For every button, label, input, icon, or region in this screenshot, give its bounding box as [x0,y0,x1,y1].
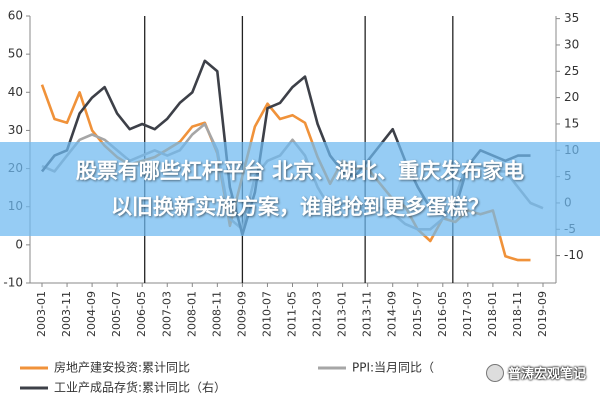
y2-tick-label: 15 [564,116,579,130]
y2-tick-label: 35 [564,11,579,25]
x-tick-label: 2013-01 [336,291,349,337]
y2-tick-label: 30 [564,37,579,51]
y2-tick-label: 20 [564,90,579,104]
watermark-text: 普涛宏观笔记 [507,367,586,382]
x-tick-label: 2017-03 [461,291,474,337]
watermark: 普涛宏观笔记 [485,363,586,382]
x-tick-label: 2016-05 [436,291,449,337]
legend-label: 工业产成品存货:累计同比（右） [54,380,226,395]
x-tick-label: 2019-09 [536,291,549,337]
x-tick-label: 2003-01 [35,291,48,337]
legend-label: PPI:当月同比（ [352,361,434,375]
legend-label: 房地产建安投资:累计同比 [54,360,190,375]
x-tick-label: 2012-03 [311,291,324,337]
x-tick-label: 2008-01 [185,291,198,337]
y-tick-label: 0 [15,237,23,251]
x-tick-label: 2018-11 [511,291,524,337]
x-tick-label: 2007-03 [160,291,173,337]
y-tick-label: 30 [8,123,23,137]
y2-tick-label: -10 [564,248,584,262]
x-tick-label: 2014-09 [386,291,399,337]
y-tick-label: 50 [8,47,23,61]
x-tick-label: 2010-07 [260,291,273,337]
x-tick-label: 2015-07 [411,291,424,337]
x-tick-label: 2011-05 [286,291,299,337]
x-tick-label: 2004-09 [85,291,98,337]
x-tick-label: 2008-11 [210,291,223,337]
x-tick-label: 2006-05 [135,291,148,337]
watermark-icon [485,363,504,382]
headline-line: 股票有哪些杠杆平台 北京、湖北、重庆发布家电 [75,159,525,183]
x-tick-label: 2013-11 [361,291,374,337]
y-tick-label: 40 [8,85,23,99]
x-tick-label: 2009-09 [235,291,248,337]
headline-banner: 股票有哪些杠杆平台 北京、湖北、重庆发布家电 以旧换新实施方案，谁能抢到更多蛋糕… [0,142,600,236]
x-tick-label: 2005-07 [110,291,123,337]
y2-tick-label: 25 [564,64,579,78]
x-tick-label: 2018-01 [486,291,499,337]
headline-line: 以旧换新实施方案，谁能抢到更多蛋糕？ [111,195,489,219]
y-tick-label: -10 [3,276,23,290]
y-tick-label: 60 [8,9,23,23]
x-tick-label: 2003-11 [60,291,73,337]
